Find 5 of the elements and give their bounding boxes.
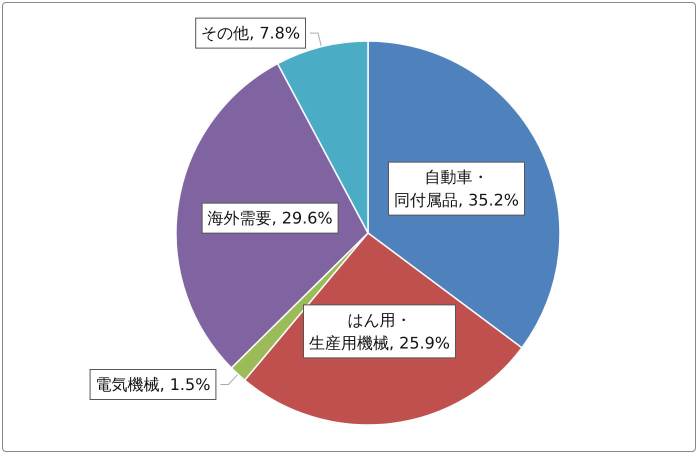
slice-label: 自動車・同付属品, 35.2% — [394, 168, 519, 210]
slice-label: その他, 7.8% — [201, 24, 300, 43]
slice-label: 海外需要, 29.6% — [208, 208, 333, 228]
slice-label: 電気機械, 1.5% — [96, 374, 210, 394]
slice-label: はん用・生産用機械, 25.9% — [308, 310, 450, 352]
